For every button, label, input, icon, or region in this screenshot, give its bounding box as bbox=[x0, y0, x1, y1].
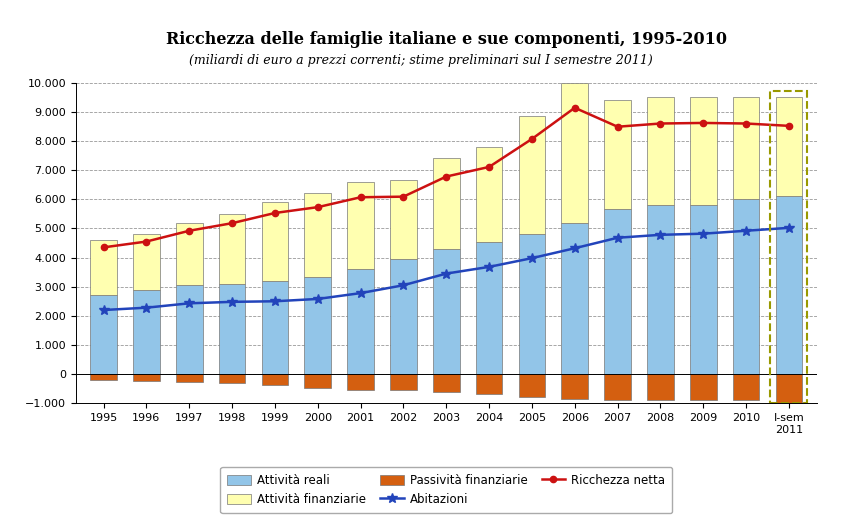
Bar bbox=[219, 374, 245, 383]
Bar bbox=[775, 196, 802, 374]
Bar bbox=[390, 259, 417, 374]
Bar bbox=[519, 234, 546, 374]
Bar bbox=[176, 223, 203, 285]
Bar bbox=[433, 374, 460, 392]
Bar bbox=[262, 281, 288, 374]
Bar bbox=[176, 374, 203, 382]
Bar bbox=[390, 180, 417, 259]
Bar bbox=[733, 97, 759, 199]
Bar bbox=[605, 100, 631, 209]
Bar bbox=[775, 374, 802, 403]
Bar bbox=[133, 374, 160, 381]
Title: Ricchezza delle famiglie italiane e sue componenti, 1995-2010: Ricchezza delle famiglie italiane e sue … bbox=[166, 31, 727, 48]
Bar bbox=[262, 374, 288, 385]
Bar bbox=[219, 214, 245, 284]
Bar bbox=[433, 159, 460, 249]
Bar bbox=[90, 240, 117, 295]
Bar bbox=[90, 374, 117, 380]
Bar bbox=[305, 277, 331, 374]
Bar bbox=[476, 147, 503, 241]
Bar bbox=[733, 199, 759, 374]
Bar bbox=[347, 269, 374, 374]
Bar bbox=[519, 116, 546, 234]
Bar bbox=[347, 374, 374, 390]
Bar bbox=[690, 374, 717, 400]
Bar bbox=[90, 295, 117, 374]
Bar bbox=[390, 374, 417, 390]
Bar bbox=[519, 374, 546, 397]
Bar bbox=[605, 374, 631, 400]
Bar bbox=[647, 374, 674, 400]
Bar bbox=[647, 97, 674, 205]
Legend: Attività reali, Attività finanziarie, Passività finanziarie, Abitazioni, Ricchez: Attività reali, Attività finanziarie, Pa… bbox=[221, 467, 672, 513]
Bar bbox=[733, 374, 759, 400]
Bar bbox=[433, 249, 460, 374]
Bar bbox=[262, 202, 288, 281]
Text: (miliardi di euro a prezzi correnti; stime preliminari sul I semestre 2011): (miliardi di euro a prezzi correnti; sti… bbox=[189, 54, 653, 67]
Bar bbox=[219, 284, 245, 374]
Bar bbox=[347, 182, 374, 269]
Bar bbox=[605, 209, 631, 374]
Bar bbox=[690, 97, 717, 205]
Bar bbox=[775, 97, 802, 196]
Bar bbox=[647, 205, 674, 374]
Bar bbox=[562, 374, 588, 399]
Bar bbox=[176, 285, 203, 374]
Bar bbox=[562, 223, 588, 374]
Bar bbox=[305, 193, 331, 277]
Bar bbox=[562, 83, 588, 223]
Bar bbox=[305, 374, 331, 388]
Bar bbox=[476, 374, 503, 394]
Bar bbox=[133, 290, 160, 374]
Bar bbox=[690, 205, 717, 374]
Bar bbox=[476, 241, 503, 374]
Bar bbox=[133, 234, 160, 290]
Bar bbox=[770, 92, 807, 403]
